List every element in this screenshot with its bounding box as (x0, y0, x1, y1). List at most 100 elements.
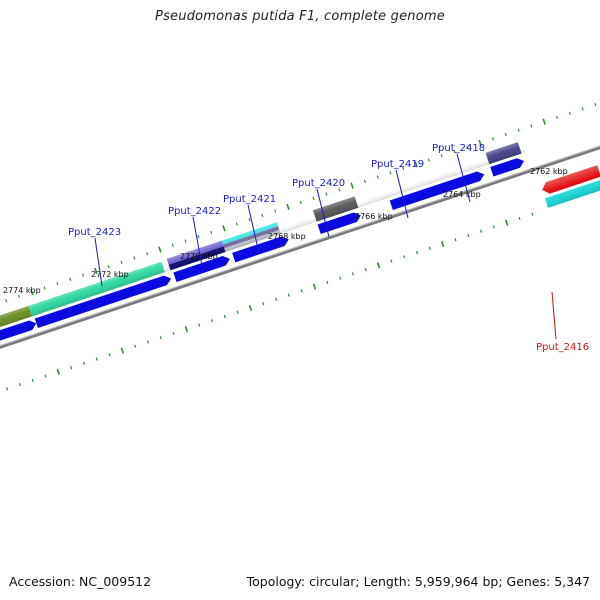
major-tick (440, 240, 445, 248)
major-tick (414, 161, 418, 168)
position-label: 2764 kbp (443, 190, 481, 199)
minor-tick (236, 310, 239, 314)
cds-arrow[interactable] (317, 211, 363, 234)
gene-leader-line (316, 188, 330, 238)
minor-tick (402, 166, 405, 171)
gene-leader-line (247, 204, 260, 254)
minor-tick (184, 239, 187, 243)
minor-tick (403, 255, 406, 259)
minor-tick (275, 297, 278, 302)
major-tick (504, 219, 509, 226)
minor-tick (134, 344, 137, 348)
gene-label[interactable]: Pput_2421 (223, 194, 276, 205)
minor-tick (555, 115, 559, 120)
position-label: 2762 kbp (530, 167, 568, 176)
similarity-row (0, 140, 526, 336)
minor-tick (518, 216, 521, 221)
minor-tick (211, 319, 214, 323)
minor-tick (389, 171, 392, 175)
outer-tick-row (5, 103, 597, 303)
minor-tick (235, 222, 238, 226)
gene-leader-line (192, 216, 203, 267)
gene-label[interactable]: Pput_2422 (168, 206, 221, 217)
cds-arrow[interactable] (34, 274, 173, 329)
minor-tick (44, 374, 47, 378)
inner-tick-row (6, 212, 534, 391)
major-tick (94, 267, 98, 274)
minor-tick (492, 225, 495, 229)
position-label: 2774 kbp (3, 286, 41, 295)
minor-tick (300, 289, 303, 293)
minor-tick (376, 175, 379, 179)
minor-tick (415, 250, 419, 255)
minor-tick (5, 299, 8, 303)
minor-tick (18, 383, 21, 387)
cds-arrow[interactable] (389, 170, 486, 210)
minor-tick (428, 246, 431, 250)
minor-tick (146, 340, 150, 344)
minor-tick (351, 272, 354, 276)
cds-arrow[interactable] (173, 254, 231, 282)
gene-label[interactable]: Pput_2420 (292, 178, 345, 189)
minor-tick (56, 282, 59, 286)
major-tick (222, 225, 226, 232)
minor-tick (70, 365, 73, 370)
minor-tick (530, 124, 533, 128)
minor-tick (248, 218, 251, 222)
minor-tick (210, 230, 213, 235)
cds-arrow[interactable] (490, 156, 525, 177)
minor-tick (69, 277, 72, 281)
gene-leader-line (551, 291, 557, 340)
position-label: 2766 kbp (355, 212, 393, 221)
gene-leader-line (395, 169, 409, 219)
minor-tick (326, 280, 329, 284)
major-tick (376, 262, 381, 269)
minor-tick (287, 293, 290, 297)
minor-tick (17, 294, 21, 299)
minor-tick (363, 179, 366, 183)
minor-tick (364, 267, 367, 272)
minor-tick (171, 243, 174, 247)
minor-tick (338, 188, 341, 192)
minor-tick (517, 128, 520, 132)
cds-arrow[interactable] (0, 319, 38, 348)
minor-tick (6, 387, 9, 391)
minor-tick (31, 378, 34, 382)
minor-tick (480, 229, 483, 233)
minor-tick (159, 336, 162, 340)
cds-arrow[interactable] (232, 235, 290, 263)
major-tick (120, 347, 125, 354)
minor-tick (172, 331, 175, 336)
major-tick (542, 118, 546, 125)
minor-tick (108, 353, 111, 357)
minor-tick (454, 238, 457, 242)
minor-tick (581, 107, 584, 111)
minor-tick (390, 259, 393, 263)
gene-label[interactable]: Pput_2423 (68, 227, 121, 238)
gene-label[interactable]: Pput_2418 (432, 143, 485, 154)
position-label: 2772 kbp (91, 270, 129, 279)
major-tick (158, 246, 162, 253)
backbone-line (0, 118, 600, 368)
major-tick (30, 289, 34, 296)
minor-tick (467, 233, 470, 238)
minor-tick (133, 256, 136, 260)
major-tick (184, 326, 189, 333)
position-label: 2768 kbp (268, 232, 306, 241)
minor-tick (339, 276, 342, 280)
position-labels: 2774 kbp 2772 kbp 2770 kbp 2768 kbp 2766 kbp… (3, 167, 568, 295)
minor-tick (120, 260, 123, 264)
genome-summary-text: Topology: circular; Length: 5,959,964 bp… (246, 574, 590, 589)
minor-tick (531, 212, 534, 216)
minor-tick (223, 314, 226, 319)
map-track-group (0, 103, 600, 391)
minor-tick (43, 286, 46, 290)
minor-tick (262, 302, 265, 306)
minor-tick (427, 158, 430, 162)
minor-tick (198, 323, 201, 327)
gene-label[interactable]: Pput_2419 (371, 159, 424, 170)
gene-label[interactable]: Pput_2416 (536, 342, 589, 353)
minor-tick (82, 361, 85, 365)
